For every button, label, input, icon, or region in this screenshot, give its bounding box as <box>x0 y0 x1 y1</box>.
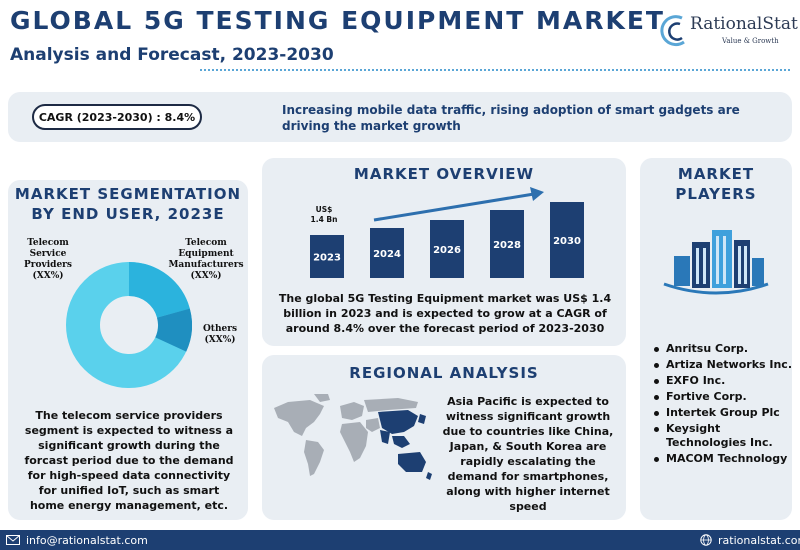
footer-website-text[interactable]: rationalstat.com <box>718 533 800 547</box>
building-1 <box>674 256 690 286</box>
world-map-icon <box>274 394 432 480</box>
rationalstat-logo[interactable]: RationalStat Value & Growth <box>660 10 798 54</box>
players-title: MARKET PLAYERS <box>640 164 792 204</box>
building-5 <box>752 258 764 286</box>
globe-icon <box>700 534 712 546</box>
city-buildings-icon <box>663 230 769 295</box>
segmentation-panel <box>8 180 248 520</box>
footer-email[interactable]: info@rationalstat.com <box>6 532 148 548</box>
segmentation-donut-chart <box>66 262 192 388</box>
cagr-badge: CAGR (2023-2030) : 8.4% <box>32 104 202 130</box>
player-item: MACOM Technology <box>648 452 792 466</box>
overview-description: The global 5G Testing Equipment market w… <box>278 292 612 335</box>
city-base-curve <box>663 282 769 295</box>
player-item: Fortive Corp. <box>648 390 792 404</box>
footer-website[interactable]: rationalstat.com <box>700 532 800 548</box>
map-southeast-asia <box>392 436 410 448</box>
regional-title: REGIONAL ANALYSIS <box>349 364 539 382</box>
map-south-asia <box>380 430 390 444</box>
building-3 <box>712 230 732 288</box>
segment-label-others: Others (XX%) <box>202 324 238 345</box>
banner-driver-text: Increasing mobile data traffic, rising a… <box>282 103 740 133</box>
overview-year-label-2026: 2026 <box>433 245 461 256</box>
overview-year-label-2023: 2023 <box>313 253 341 264</box>
email-icon <box>6 535 20 545</box>
overview-bar-2028 <box>490 210 524 278</box>
segmentation-title: MARKET SEGMENTATION BY END USER, 2023E <box>8 184 248 224</box>
map-europe <box>340 402 364 420</box>
players-title-line2: PLAYERS <box>675 185 757 203</box>
value-label-line2: 1.4 Bn <box>311 215 338 224</box>
growth-arrowhead <box>530 187 544 201</box>
regional-description: Asia Pacific is expected to witness sign… <box>442 395 614 513</box>
player-item: Anritsu Corp. <box>648 342 792 356</box>
segmentation-description: The telecom service providers segment is… <box>24 409 234 512</box>
overview-bar-2024 <box>370 228 404 278</box>
map-east-asia <box>378 410 418 434</box>
map-south-america <box>304 440 324 476</box>
regional-panel <box>262 355 626 520</box>
overview-year-label-2030: 2030 <box>553 236 581 247</box>
player-item: Keysight Technologies Inc. <box>648 422 792 450</box>
overview-bar-2023 <box>310 235 344 278</box>
player-item: Intertek Group Plc <box>648 406 792 420</box>
segment-label-telecom: Telecom Service Providers (XX%) <box>24 238 72 281</box>
logo-tagline: Value & Growth <box>722 37 779 45</box>
donut-segment-others <box>154 308 192 352</box>
map-asia-pacific <box>378 410 432 480</box>
map-russia <box>364 398 418 412</box>
map-greenland <box>314 394 330 402</box>
overview-year-label-2024: 2024 <box>373 249 401 260</box>
rationalstat-logo-icon <box>660 15 685 47</box>
footer-email-text[interactable]: info@rationalstat.com <box>26 533 148 547</box>
player-item: EXFO Inc. <box>648 374 792 388</box>
page-subtitle: Analysis and Forecast, 2023-2030 <box>10 45 334 65</box>
building-4 <box>734 240 750 288</box>
footer-bar <box>0 530 800 550</box>
map-middle-east <box>366 418 380 432</box>
overview-bar-2030 <box>550 202 584 278</box>
value-label-line1: US$ <box>316 205 333 214</box>
players-list: Anritsu Corp. Artiza Networks Inc. EXFO In… <box>648 342 792 468</box>
segmentation-title-line2: BY END USER, 2023E <box>31 205 225 223</box>
building-windows <box>696 236 747 284</box>
overview-title: MARKET OVERVIEW <box>353 165 535 183</box>
segmentation-title-line1: MARKET SEGMENTATION <box>14 185 242 203</box>
overview-bar-2026 <box>430 220 464 278</box>
page-title: GLOBAL 5G TESTING EQUIPMENT MARKET <box>10 6 665 35</box>
players-panel <box>640 158 792 520</box>
map-new-zealand <box>426 472 432 480</box>
segment-label-equipment: Telecom Equipment Manufacturers (XX%) <box>168 238 244 281</box>
logo-name: RationalStat <box>690 14 798 34</box>
players-title-line1: MARKET <box>677 165 755 183</box>
building-2 <box>692 242 710 288</box>
overview-year-label-2028: 2028 <box>493 240 521 251</box>
map-africa <box>340 422 368 462</box>
overview-bar-graphic: US$ 1.4 Bn 2023 2024 2026 2028 2030 <box>310 187 584 278</box>
map-north-america <box>274 400 324 436</box>
growth-arrow <box>373 192 535 222</box>
map-japan <box>418 414 426 424</box>
donut-segment-equipment <box>128 262 190 319</box>
map-australia <box>398 452 426 472</box>
player-item: Artiza Networks Inc. <box>648 358 792 372</box>
header-divider <box>200 69 790 71</box>
